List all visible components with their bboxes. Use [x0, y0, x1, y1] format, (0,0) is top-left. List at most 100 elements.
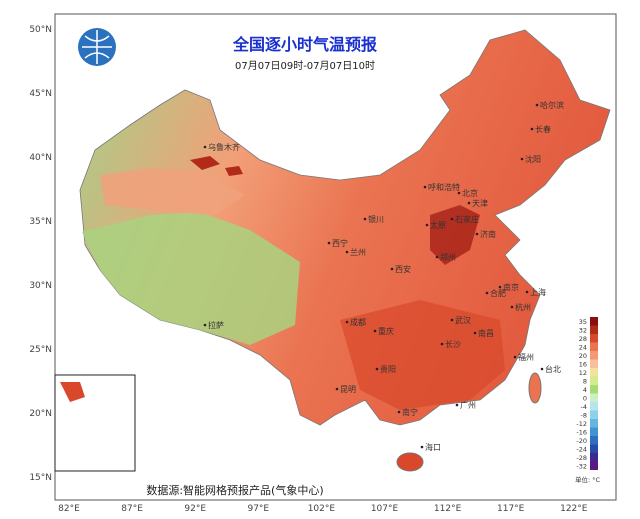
city-dot — [455, 403, 459, 407]
city-label: 沈阳 — [525, 154, 541, 164]
inset-land — [60, 382, 85, 402]
legend-label: 35 — [579, 318, 587, 326]
city-dot — [345, 320, 349, 324]
lon-label: 112°E — [434, 504, 462, 514]
city-dot — [467, 201, 471, 205]
city-dot — [423, 185, 427, 189]
legend-swatch — [590, 334, 598, 343]
city-dot — [397, 410, 401, 414]
lon-label: 102°E — [308, 504, 336, 514]
city-label: 郑州 — [440, 252, 456, 262]
legend-label: 24 — [579, 344, 587, 352]
data-source: 数据源:智能网格预报产品(气象中心) — [146, 483, 323, 497]
city-label: 呼和浩特 — [428, 182, 460, 192]
city-label: 成都 — [350, 317, 366, 327]
city-dot — [363, 217, 367, 221]
city-label: 重庆 — [378, 326, 394, 336]
lat-label: 50°N — [29, 25, 52, 35]
city-dot — [513, 355, 517, 359]
city-label: 福州 — [518, 353, 534, 362]
city-dot — [520, 157, 524, 161]
city-label: 上海 — [530, 287, 546, 297]
hot-spot — [190, 156, 243, 176]
legend-label: -28 — [576, 454, 587, 462]
city-label: 长春 — [535, 124, 551, 134]
legend-swatch — [590, 359, 598, 368]
city-label: 南昌 — [478, 328, 494, 338]
city-label: 南京 — [503, 282, 519, 292]
city-label: 西宁 — [332, 238, 348, 248]
logo-globe — [82, 30, 112, 64]
city-dot — [535, 103, 539, 107]
legend-label: 8 — [583, 378, 587, 386]
legend-swatch — [590, 461, 598, 470]
city-dot — [335, 387, 339, 391]
legend-swatch — [590, 419, 598, 428]
legend-label: 32 — [579, 327, 587, 335]
city-label: 南宁 — [402, 407, 418, 417]
city-label: 昆明 — [340, 385, 356, 394]
lat-label: 30°N — [29, 281, 52, 291]
legend-swatch — [590, 453, 598, 462]
lat-label: 25°N — [29, 345, 52, 355]
city-dot — [420, 445, 424, 449]
lat-label: 20°N — [29, 409, 52, 419]
lon-label: 92°E — [184, 504, 206, 514]
city-dot — [435, 255, 439, 259]
city-label: 乌鲁木齐 — [208, 142, 240, 152]
city-dot — [203, 323, 207, 327]
lat-label: 35°N — [29, 217, 52, 227]
city-label: 贵阳 — [380, 364, 396, 374]
hot-region — [430, 205, 480, 265]
legend-label: 28 — [579, 335, 587, 343]
basin-region — [100, 168, 245, 215]
legend-unit: 单位: °C — [575, 475, 601, 484]
city-label: 台北 — [545, 364, 561, 374]
city-label: 拉萨 — [208, 320, 224, 330]
taiwan — [528, 372, 542, 404]
legend-swatch — [590, 436, 598, 445]
legend-label: 4 — [583, 386, 587, 394]
city-dot — [327, 241, 331, 245]
lon-label: 107°E — [371, 504, 399, 514]
lon-label: 82°E — [58, 504, 80, 514]
lon-label: 117°E — [497, 504, 525, 514]
city-label: 兰州 — [350, 247, 366, 257]
legend-label: 0 — [583, 395, 587, 403]
lon-label: 97°E — [247, 504, 269, 514]
warm-region — [340, 300, 505, 410]
city-dot — [390, 267, 394, 271]
legend-swatch — [590, 376, 598, 385]
city-dot — [203, 145, 207, 149]
south-sea-inset — [54, 374, 136, 472]
lat-label: 45°N — [29, 89, 52, 99]
city-dot — [540, 367, 544, 371]
city-label: 天津 — [472, 198, 488, 208]
city-dot — [450, 318, 454, 322]
legend-label: -32 — [576, 463, 587, 471]
map-subtitle: 07月07日09时-07月07日10时 — [235, 60, 375, 72]
city-dot — [345, 250, 349, 254]
city-label: 银川 — [368, 214, 384, 224]
legend-swatch — [590, 317, 598, 326]
legend-label: 20 — [579, 352, 587, 360]
city-dot — [450, 217, 454, 221]
city-label: 海口 — [425, 442, 441, 452]
city-dot — [375, 367, 379, 371]
legend-label: -8 — [581, 412, 587, 420]
lat-label: 40°N — [29, 153, 52, 163]
city-label: 西安 — [395, 264, 411, 274]
city-dot — [440, 342, 444, 346]
legend-label: 12 — [579, 369, 587, 377]
legend-label: -12 — [576, 420, 587, 428]
map-title: 全国逐小时气温预报 — [232, 35, 377, 54]
lon-label: 87°E — [121, 504, 143, 514]
city-label: 石家庄 — [455, 214, 479, 224]
legend-swatch — [590, 393, 598, 402]
city-label: 哈尔滨 — [540, 100, 564, 110]
legend-swatch — [590, 325, 598, 334]
lat-label: 15°N — [29, 473, 52, 483]
city-dot — [530, 127, 534, 131]
city-label: 太原 — [430, 220, 446, 230]
